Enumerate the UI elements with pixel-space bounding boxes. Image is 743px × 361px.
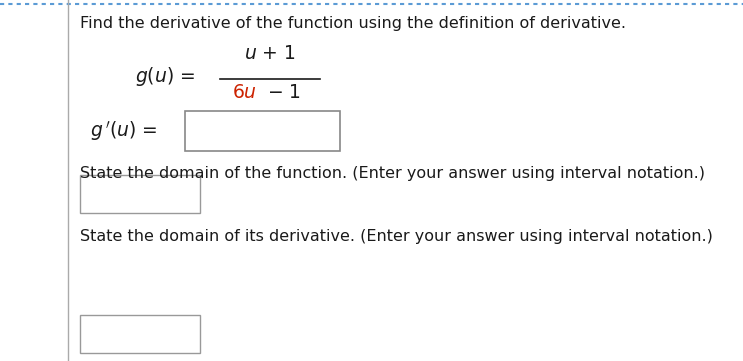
Bar <box>185 111 340 151</box>
Text: $\mathit{6u}$: $\mathit{6u}$ <box>232 83 257 102</box>
Text: $u$ + 1: $u$ + 1 <box>244 44 296 63</box>
Text: $g\,'(u)$ =: $g\,'(u)$ = <box>90 119 158 143</box>
Text: Find the derivative of the function using the definition of derivative.: Find the derivative of the function usin… <box>80 16 626 31</box>
Bar <box>80 175 200 213</box>
Text: State the domain of the function. (Enter your answer using interval notation.): State the domain of the function. (Enter… <box>80 166 705 181</box>
Bar <box>80 315 200 353</box>
Text: $-$ 1: $-$ 1 <box>267 83 301 102</box>
Text: State the domain of its derivative. (Enter your answer using interval notation.): State the domain of its derivative. (Ent… <box>80 229 713 244</box>
Text: $g(u)$ =: $g(u)$ = <box>135 65 195 87</box>
